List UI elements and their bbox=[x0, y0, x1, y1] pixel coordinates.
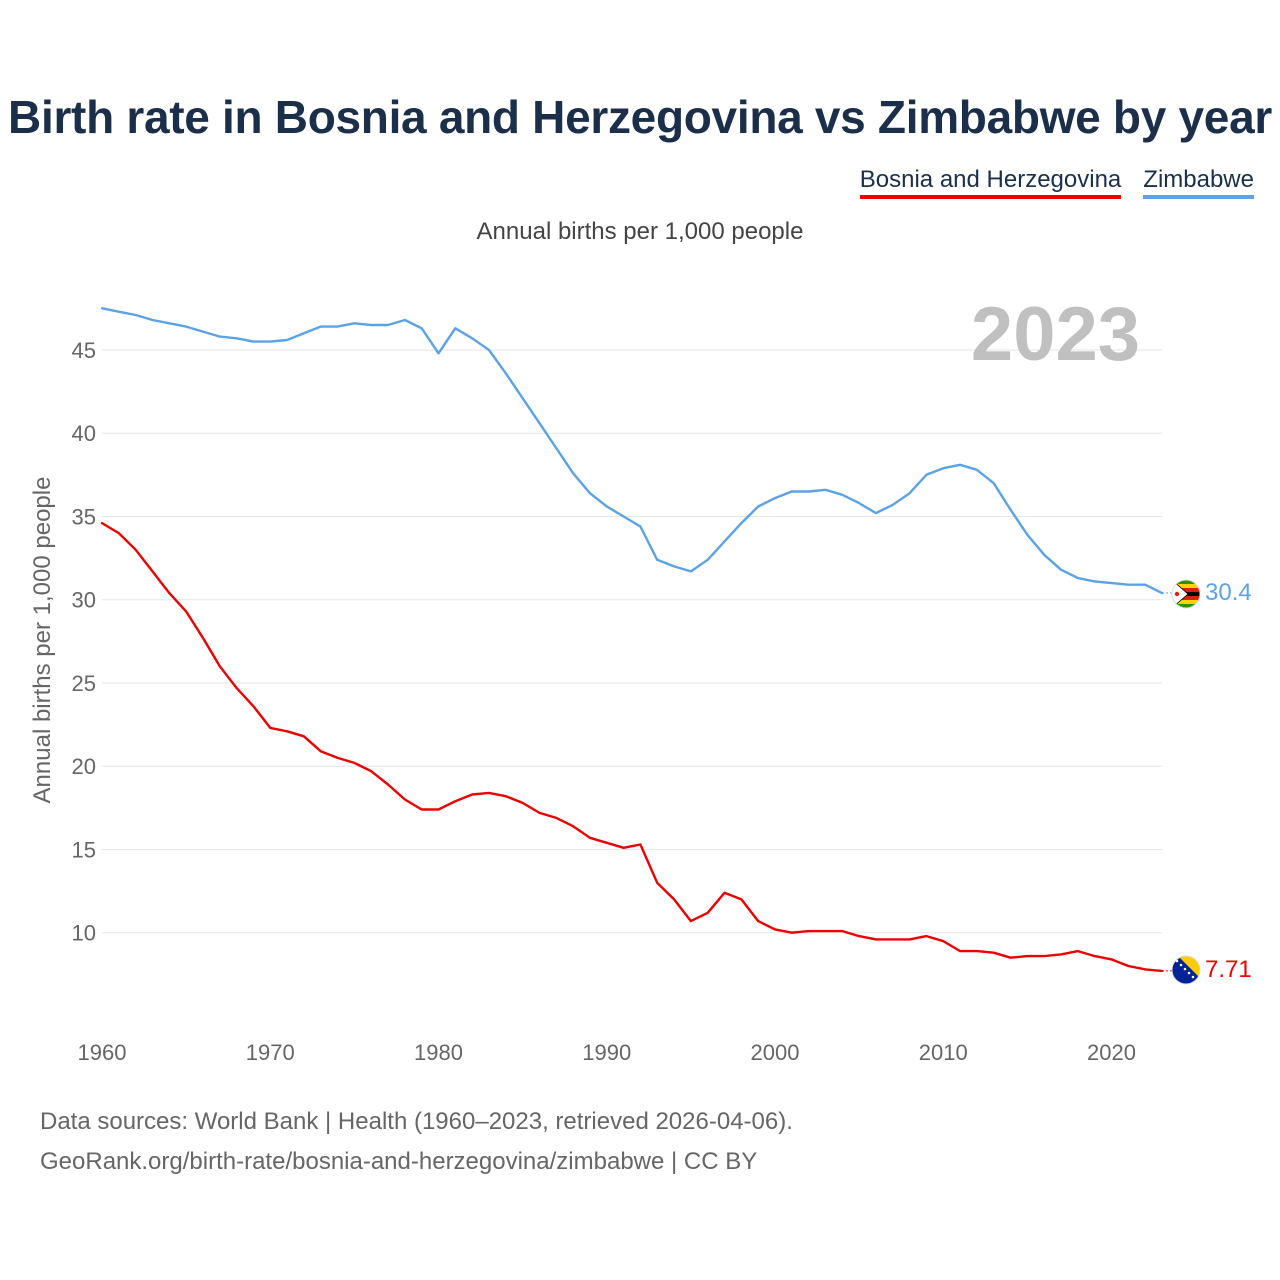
x-tick-label-2000: 2000 bbox=[751, 1040, 800, 1065]
x-tick-label-2010: 2010 bbox=[919, 1040, 968, 1065]
axes: 10 15 20 25 30 35 40 45 1960 1970 1980 1990 2000 2010… bbox=[72, 338, 1136, 1065]
footer-url: GeoRank.org/birth-rate/bosnia-and-herzeg… bbox=[40, 1148, 758, 1175]
y-tick-label-25: 25 bbox=[72, 671, 96, 696]
series-line-bosnia-and-herzegovina[interactable] bbox=[100, 521, 1164, 973]
y-tick-label-15: 15 bbox=[72, 837, 96, 862]
year-label: 2023 bbox=[971, 292, 1140, 377]
legend-item-zimbabwe[interactable]: Zimbabwe bbox=[1143, 166, 1254, 199]
bosnia-end-label: 7.71 bbox=[1205, 956, 1252, 983]
y-tick-label-20: 20 bbox=[72, 754, 96, 779]
series-line-zimbabwe[interactable] bbox=[100, 307, 1164, 595]
legend: Bosnia and Herzegovina Zimbabwe bbox=[859, 166, 1254, 199]
y-tick-label-30: 30 bbox=[72, 588, 96, 613]
x-tick-label-1980: 1980 bbox=[414, 1040, 463, 1065]
chart-subtitle: Annual births per 1,000 people bbox=[476, 218, 804, 245]
y-tick-label-45: 45 bbox=[72, 338, 96, 363]
y-tick-label-35: 35 bbox=[72, 504, 96, 529]
y-tick-label-10: 10 bbox=[72, 921, 96, 946]
x-tick-label-1990: 1990 bbox=[582, 1040, 631, 1065]
x-tick-label-1960: 1960 bbox=[78, 1040, 127, 1065]
footer-sources: Data sources: World Bank | Health (1960–… bbox=[40, 1108, 793, 1135]
zimbabwe-flag-icon bbox=[1172, 580, 1200, 608]
x-tick-label-2020: 2020 bbox=[1087, 1040, 1136, 1065]
chart-title: Birth rate in Bosnia and Herzegovina vs … bbox=[8, 91, 1272, 143]
zimbabwe-end-label: 30.4 bbox=[1205, 579, 1252, 606]
legend-item-bosnia[interactable]: Bosnia and Herzegovina bbox=[859, 166, 1122, 199]
gridlines bbox=[102, 349, 1162, 934]
series-lines bbox=[100, 307, 1172, 973]
y-tick-label-40: 40 bbox=[72, 421, 96, 446]
y-axis-label: Annual births per 1,000 people bbox=[29, 477, 56, 804]
x-tick-label-1970: 1970 bbox=[246, 1040, 295, 1065]
